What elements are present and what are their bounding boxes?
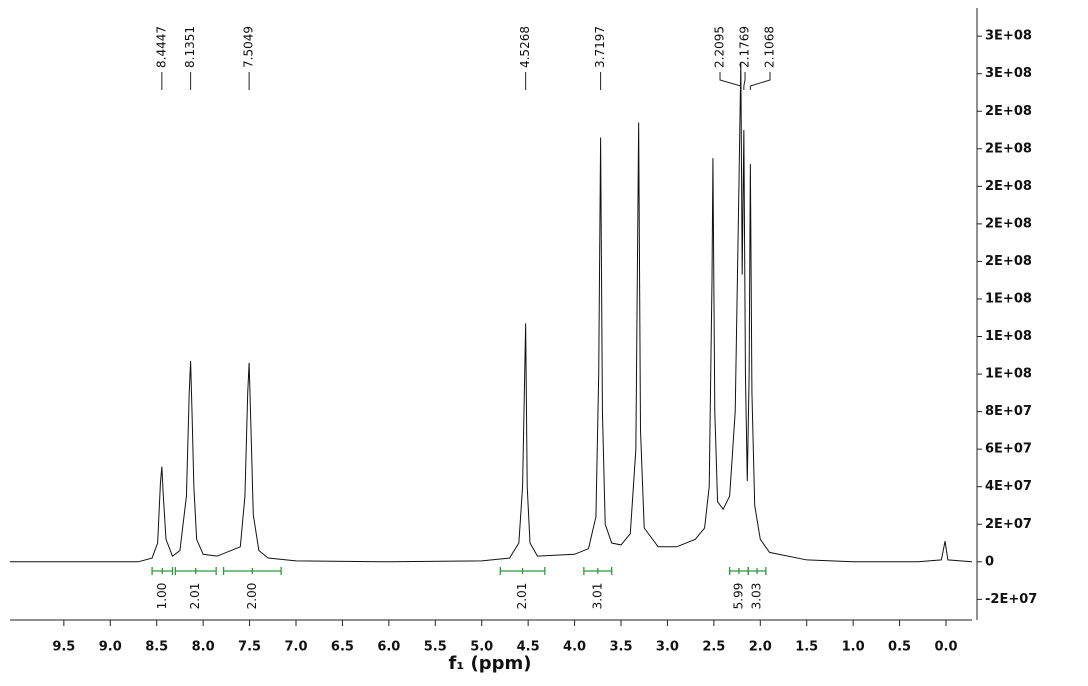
x-tick-label: 0.0 <box>934 640 957 655</box>
x-tick-label: 3.5 <box>609 640 632 655</box>
peak-label: 8.1351 <box>183 26 197 68</box>
x-tick-label: 4.5 <box>517 640 540 655</box>
x-tick-label: 7.5 <box>238 640 261 655</box>
spectrum <box>10 62 973 563</box>
x-tick-label: 8.5 <box>145 640 168 655</box>
integral-bar <box>728 567 749 575</box>
x-tick-label: 2.0 <box>749 640 772 655</box>
y-tick-label: 1E+08 <box>985 291 1032 306</box>
x-tick-label: 8.0 <box>192 640 215 655</box>
y-tick-label: 0 <box>985 554 994 569</box>
y-tick-label: 2E+07 <box>985 517 1032 532</box>
y-tick-label: 4E+07 <box>985 479 1032 494</box>
y-tick-label: 2E+08 <box>985 254 1032 269</box>
y-tick-label: 1E+08 <box>985 367 1032 382</box>
y-tick-label: 6E+07 <box>985 442 1032 457</box>
integral-label: 2.01 <box>188 583 202 610</box>
integral-label: 3.03 <box>750 583 764 610</box>
y-tick-label: 2E+08 <box>985 179 1032 194</box>
peak-marker <box>749 72 771 90</box>
x-tick-label: 9.0 <box>99 640 122 655</box>
integral-bar <box>151 567 174 575</box>
y-tick-label: 3E+08 <box>985 66 1032 81</box>
peak-label: 2.1068 <box>763 26 777 68</box>
y-tick-label: 2E+08 <box>985 216 1032 231</box>
x-tick-label: 6.5 <box>331 640 354 655</box>
x-tick-label: 0.5 <box>888 640 911 655</box>
peak-marker <box>743 72 746 90</box>
integral-label: 2.00 <box>245 583 259 610</box>
x-axis-title: f₁ (ppm) <box>449 653 532 674</box>
y-tick-label: 8E+07 <box>985 404 1032 419</box>
integral-bar <box>174 567 217 575</box>
x-tick-label: 1.5 <box>795 640 818 655</box>
integral-label: 3.01 <box>590 583 604 610</box>
peak-marker <box>719 72 742 90</box>
peak-label: 7.5049 <box>242 26 256 68</box>
x-tick-label: 5.0 <box>470 640 493 655</box>
integral-bar <box>583 567 613 575</box>
peak-label: 8.4447 <box>154 26 168 68</box>
y-tick-label: 2E+08 <box>985 141 1032 156</box>
integral-label: 5.99 <box>731 583 745 610</box>
peak-label: 2.1769 <box>738 26 752 68</box>
x-tick-label: 2.5 <box>702 640 725 655</box>
integral-label: 1.00 <box>155 583 169 610</box>
y-tick-label: 3E+08 <box>985 29 1032 44</box>
integral-label: 2.01 <box>515 583 529 610</box>
x-tick-label: 9.5 <box>52 640 75 655</box>
x-tick-label: 5.5 <box>424 640 447 655</box>
x-tick-label: 1.0 <box>842 640 865 655</box>
x-tick-label: 3.0 <box>656 640 679 655</box>
integral-bar <box>222 567 282 575</box>
y-tick-label: 1E+08 <box>985 329 1032 344</box>
y-tick-label: -2E+07 <box>985 592 1037 607</box>
x-tick-label: 6.0 <box>377 640 400 655</box>
peak-label: 4.5268 <box>518 26 532 68</box>
peak-label: 2.2095 <box>713 26 727 68</box>
integral-bar <box>747 567 767 575</box>
y-tick-label: 2E+08 <box>985 104 1032 119</box>
integral-bar <box>499 567 546 575</box>
peak-label: 3.7197 <box>593 26 607 68</box>
x-tick-label: 7.0 <box>284 640 307 655</box>
x-tick-label: 4.0 <box>563 640 586 655</box>
